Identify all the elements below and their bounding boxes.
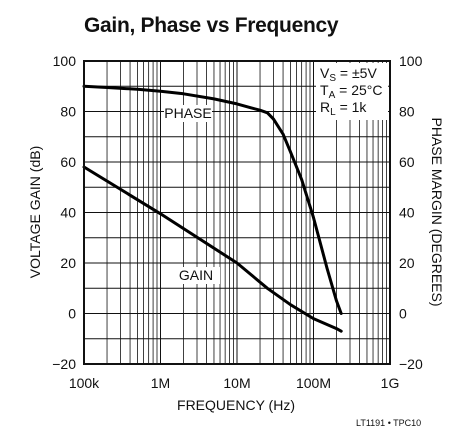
chart-title: Gain, Phase vs Frequency — [84, 14, 339, 37]
series-label-bg — [164, 105, 212, 122]
series-label-gain: GAIN — [179, 267, 213, 283]
x-tick-label: 1G — [381, 375, 400, 391]
y2-tick-label: 80 — [399, 104, 415, 120]
series-line-gain — [82, 165, 343, 333]
condition-line: TA = 25°C — [320, 82, 382, 101]
y-tick-label: 0 — [68, 306, 76, 322]
y-tick-label: 100 — [53, 53, 77, 69]
y2-tick-label: 60 — [399, 154, 415, 170]
condition-line: VS = ±5V — [320, 65, 377, 84]
y-tick-label: 60 — [60, 154, 76, 170]
figure-credit: LT1191 • TPC10 — [356, 418, 422, 428]
series-line-phase — [82, 84, 343, 315]
series-lines: PHASE GAIN — [82, 84, 343, 333]
y2-axis-label: PHASE MARGIN (DEGREES) — [429, 117, 445, 306]
tick-labels: 100k 1M 10M 100M 1G 100 80 60 40 20 0 −20 100 80 60 40 2… — [52, 53, 423, 391]
y2-tick-label: 0 — [399, 306, 407, 322]
x-tick-label: 10M — [223, 375, 250, 391]
y2-tick-label: 100 — [399, 53, 423, 69]
y-tick-label: −20 — [52, 356, 76, 372]
y2-tick-label: 20 — [399, 255, 415, 271]
y-tick-label: 20 — [60, 255, 76, 271]
x-tick-label: 100k — [69, 375, 100, 391]
x-axis-label: FREQUENCY (Hz) — [177, 397, 295, 413]
x-tick-label: 100M — [296, 375, 331, 391]
series-label-bg — [172, 267, 220, 284]
y-tick-label: 40 — [60, 205, 76, 221]
y-axis-label: VOLTAGE GAIN (dB) — [27, 146, 43, 279]
y-tick-label: 80 — [60, 104, 76, 120]
plot-frame — [83, 60, 391, 365]
x-tick-label: 1M — [151, 375, 170, 391]
condition-line: RL = 1k — [320, 99, 367, 118]
series-label-phase: PHASE — [164, 105, 211, 121]
y2-tick-label: 40 — [399, 205, 415, 221]
conditions-bg — [316, 63, 388, 120]
y2-tick-label: −20 — [399, 356, 423, 372]
